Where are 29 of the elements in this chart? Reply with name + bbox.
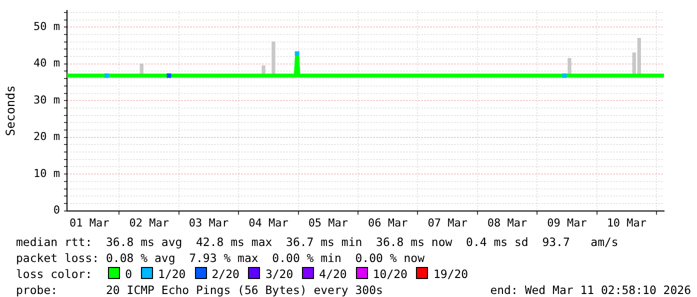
text: probe: 20 ICMP Echo Pings (56 Bytes) every 300s — [16, 283, 383, 297]
x-tick-label: 04 Mar — [248, 216, 289, 230]
x-tick-label: 08 Mar — [487, 216, 528, 230]
y-tick-label: 30 m — [34, 93, 60, 106]
text: median rtt: 36.8 ms avg 42.8 ms max 36.7 ms min 36.8 ms now 0.4 ms sd 93.7 am/s — [16, 235, 618, 249]
y-tick-label: 40 m — [34, 56, 60, 70]
legend-label: 10/20 — [372, 267, 408, 281]
legend-title: loss color: — [16, 267, 94, 281]
y-tick-label: 10 m — [34, 166, 60, 180]
x-tick-label: 03 Mar — [188, 216, 230, 230]
x-tick-label: 05 Mar — [308, 216, 348, 230]
legend-label: 0 — [125, 267, 132, 281]
y-tick-label: 0 — [53, 204, 60, 217]
x-tick-label: 02 Mar — [129, 216, 170, 230]
x-tick-label: 07 Mar — [428, 216, 468, 230]
legend-label: 4/20 — [319, 267, 347, 281]
y-axis-title: Seconds — [3, 85, 18, 136]
text: packet loss: 0.08 % avg 7.93 % max 0.00 % min 0.00 % now — [16, 251, 424, 265]
legend-label: 3/20 — [265, 267, 294, 281]
legend-label: 1/20 — [158, 267, 186, 281]
x-tick-label: 09 Mar — [547, 216, 588, 230]
legend-label: 19/20 — [433, 267, 468, 281]
legend-label: 2/20 — [212, 267, 240, 281]
x-tick-label: 01 Mar — [70, 216, 110, 230]
x-tick-label: 10 Mar — [606, 216, 647, 230]
x-tick-label: 06 Mar — [368, 216, 408, 230]
text: end: Wed Mar 11 02:58:10 2026 — [490, 282, 691, 297]
y-tick-label: 20 m — [34, 130, 60, 144]
y-tick-label: 50 m — [34, 20, 60, 33]
